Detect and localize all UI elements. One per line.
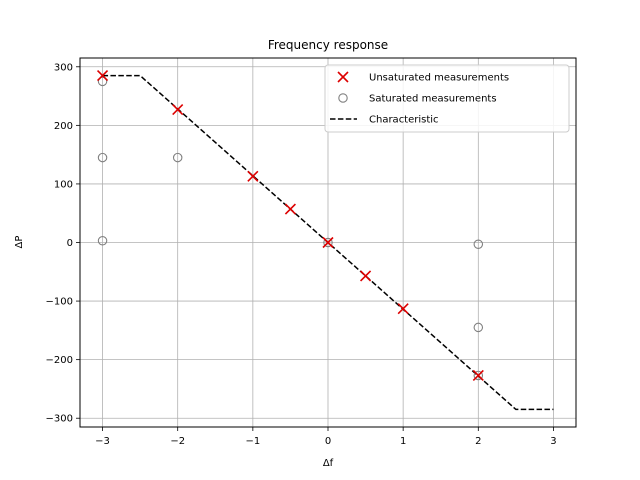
saturated-point <box>172 152 183 163</box>
unsaturated-point <box>322 236 334 249</box>
x-tick-label: −3 <box>95 436 110 447</box>
chart-title: Frequency response <box>268 38 388 52</box>
x-tick-label: 1 <box>400 436 406 447</box>
saturated-point <box>97 235 108 246</box>
y-tick-label: 200 <box>54 121 73 132</box>
y-tick-label: −200 <box>46 355 73 366</box>
unsaturated-point <box>96 70 109 82</box>
x-tick-label: −2 <box>170 436 185 447</box>
x-axis-label: Δf <box>323 458 334 469</box>
legend: Unsaturated measurements Saturated measur… <box>324 64 570 133</box>
saturated-point <box>323 237 333 248</box>
x-tick-label: 3 <box>550 436 556 447</box>
unsaturated-point <box>247 170 259 182</box>
y-tick-label: 100 <box>54 179 73 190</box>
saturated-point <box>97 76 108 87</box>
unsaturated-point <box>360 270 372 282</box>
x-tick-label: 2 <box>475 436 481 447</box>
data-layer <box>96 70 554 411</box>
saturated-point <box>473 239 484 250</box>
saturated-point <box>97 152 108 163</box>
saturated-point <box>473 322 484 333</box>
unsaturated-point <box>284 203 296 215</box>
legend-label: Unsaturated measurements <box>369 73 509 84</box>
x-tick-label: −1 <box>245 436 260 447</box>
axis-ticks: −3 −2 −1 0 1 2 3 −300 −200 −100 0 100 200 300 <box>46 62 557 447</box>
y-tick-label: −100 <box>46 297 73 308</box>
legend-marker-saturated <box>338 93 348 103</box>
legend-marker-unsaturated <box>337 71 349 83</box>
legend-frame <box>324 64 570 133</box>
y-tick-label: 0 <box>67 238 73 249</box>
x-tick-label: 0 <box>325 436 331 447</box>
y-axis-label: ΔP <box>14 236 25 249</box>
legend-label: Saturated measurements <box>369 94 497 105</box>
unsaturated-point <box>472 369 484 382</box>
unsaturated-point <box>172 103 184 116</box>
saturated-point <box>473 370 484 381</box>
y-tick-label: 300 <box>54 62 73 73</box>
y-tick-label: −300 <box>46 414 73 425</box>
unsaturated-point <box>397 303 409 315</box>
legend-label: Characteristic <box>369 115 439 126</box>
